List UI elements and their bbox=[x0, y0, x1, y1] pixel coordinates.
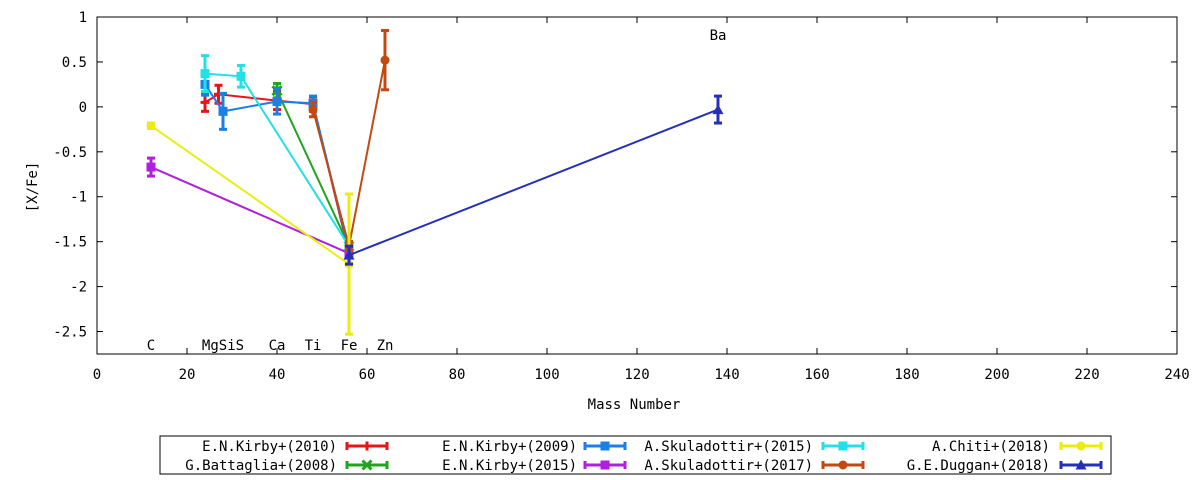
y-tick-label: 0 bbox=[79, 100, 87, 116]
plot-frame bbox=[96, 16, 1178, 355]
data-point bbox=[380, 55, 390, 65]
legend-box bbox=[159, 435, 1112, 475]
legend-label: A.Chiti+(2018) bbox=[932, 439, 1050, 455]
series-4 bbox=[146, 156, 354, 260]
series-5 bbox=[200, 54, 354, 253]
x-tick-label: 20 bbox=[179, 367, 196, 383]
legend-label: E.N.Kirby+(2015) bbox=[442, 458, 577, 474]
x-axis-title: Mass Number bbox=[588, 397, 681, 413]
legend-marker bbox=[1075, 459, 1087, 470]
element-label: Ba bbox=[710, 28, 727, 44]
legend-label: A.Skuladottir+(2017) bbox=[644, 458, 813, 474]
x-tick-label: 100 bbox=[534, 367, 559, 383]
data-point bbox=[200, 97, 210, 107]
legend-marker bbox=[838, 460, 848, 470]
legend-entry: E.N.Kirby+(2015) bbox=[442, 458, 627, 474]
legend-entry: G.Battaglia+(2008) bbox=[185, 458, 389, 474]
x-tick-label: 60 bbox=[359, 367, 376, 383]
x-tick-label: 180 bbox=[894, 367, 919, 383]
element-labels: C MgSiS Ca Ti Fe Zn Ba bbox=[147, 28, 727, 354]
series-7 bbox=[146, 121, 354, 336]
legend-entry: E.N.Kirby+(2010) bbox=[202, 439, 389, 455]
x-tick-label: 240 bbox=[1164, 367, 1189, 383]
y-tick-label: 0.5 bbox=[62, 55, 87, 71]
y-axis-title: [X/Fe] bbox=[25, 162, 41, 213]
data-point bbox=[218, 106, 228, 116]
series-line bbox=[348, 108, 719, 257]
data-point bbox=[236, 71, 246, 81]
legend-label: A.Skuladottir+(2015) bbox=[644, 439, 813, 455]
x-tick-label: 140 bbox=[714, 367, 739, 383]
data-point bbox=[272, 96, 282, 106]
axes: 0 20 40 60 80 100 120 140 160 180 200 220 240 1 0.5 0 -0… bbox=[53, 10, 1189, 383]
legend: E.N.Kirby+(2010) G.Battaglia+(2008) E.N.Ki… bbox=[159, 435, 1112, 475]
legend-label: E.N.Kirby+(2010) bbox=[202, 439, 337, 455]
y-tick-label: 1 bbox=[79, 10, 87, 26]
series-layer bbox=[146, 28, 724, 336]
element-label: C bbox=[147, 338, 155, 354]
legend-label: G.Battaglia+(2008) bbox=[185, 458, 337, 474]
legend-entry: G.E.Duggan+(2018) bbox=[907, 458, 1103, 474]
element-label: Ca bbox=[269, 338, 286, 354]
series-8 bbox=[343, 94, 724, 266]
data-point bbox=[200, 69, 210, 79]
y-tick-label: -1.5 bbox=[53, 235, 87, 251]
series-line bbox=[204, 93, 350, 254]
legend-marker bbox=[1076, 441, 1086, 451]
element-label: MgSiS bbox=[202, 338, 244, 354]
y-tick-label: -2 bbox=[70, 280, 87, 296]
legend-label: E.N.Kirby+(2009) bbox=[442, 439, 577, 455]
element-label: Ti bbox=[305, 338, 322, 354]
data-point bbox=[712, 104, 724, 115]
legend-marker bbox=[600, 460, 610, 470]
y-tick-label: -0.5 bbox=[53, 145, 87, 161]
element-label: Zn bbox=[377, 338, 394, 354]
legend-marker bbox=[362, 441, 372, 451]
x-tick-label: 0 bbox=[93, 367, 101, 383]
y-tick-label: -1 bbox=[70, 190, 87, 206]
x-tick-label: 120 bbox=[624, 367, 649, 383]
data-point bbox=[343, 249, 355, 260]
x-tick-label: 220 bbox=[1074, 367, 1099, 383]
x-tick-label: 200 bbox=[984, 367, 1009, 383]
data-point bbox=[146, 121, 156, 131]
element-label: Fe bbox=[341, 338, 358, 354]
x-tick-label: 40 bbox=[269, 367, 286, 383]
legend-label: G.E.Duggan+(2018) bbox=[907, 458, 1050, 474]
series-3 bbox=[200, 72, 354, 257]
data-point bbox=[146, 162, 156, 172]
series-line bbox=[150, 124, 350, 265]
x-tick-label: 160 bbox=[804, 367, 829, 383]
series-line bbox=[150, 166, 350, 255]
series-line bbox=[276, 90, 350, 247]
legend-entry: A.Skuladottir+(2017) bbox=[644, 458, 865, 474]
legend-entry: E.N.Kirby+(2009) bbox=[442, 439, 627, 455]
legend-marker bbox=[838, 441, 848, 451]
data-point bbox=[308, 105, 318, 115]
legend-entry: A.Skuladottir+(2015) bbox=[644, 439, 865, 455]
x-tick-label: 80 bbox=[449, 367, 466, 383]
legend-entry: A.Chiti+(2018) bbox=[932, 439, 1103, 455]
legend-marker bbox=[600, 441, 610, 451]
legend-marker bbox=[361, 459, 373, 471]
y-tick-label: -2.5 bbox=[53, 325, 87, 341]
